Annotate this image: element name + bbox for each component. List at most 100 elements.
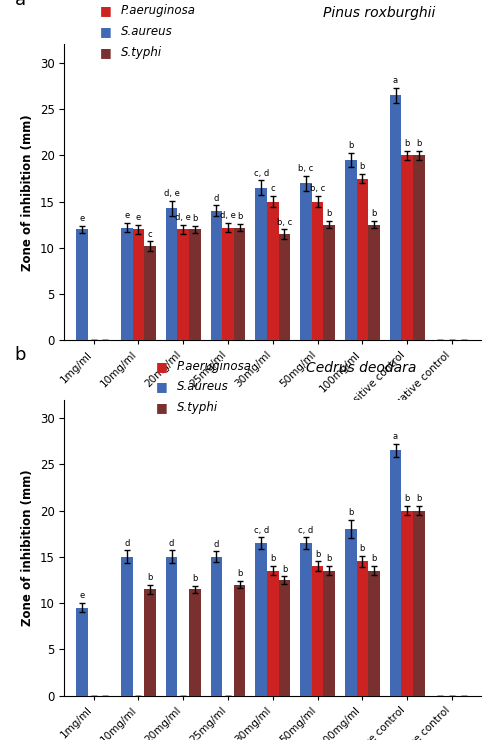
Text: b: b — [237, 212, 243, 221]
Text: c, d: c, d — [253, 525, 269, 534]
Bar — [279, 234, 290, 340]
Bar — [368, 225, 380, 340]
Text: d: d — [214, 194, 219, 203]
Bar — [390, 451, 401, 696]
Text: d: d — [124, 539, 129, 548]
Text: b: b — [270, 554, 275, 563]
Text: c: c — [270, 184, 275, 193]
Bar — [144, 589, 156, 696]
Bar — [357, 178, 368, 340]
Text: Cedrus deodara: Cedrus deodara — [306, 361, 417, 375]
Bar — [300, 543, 312, 696]
Bar — [401, 155, 413, 340]
Bar — [234, 227, 246, 340]
Text: S.typhi: S.typhi — [177, 401, 218, 414]
Text: b, c: b, c — [310, 184, 325, 193]
Text: ■: ■ — [156, 360, 168, 373]
Text: a: a — [393, 76, 398, 85]
Text: b: b — [348, 141, 354, 149]
Text: a: a — [14, 0, 26, 9]
Bar — [166, 208, 178, 340]
Text: b: b — [192, 574, 197, 583]
Text: b: b — [282, 565, 287, 574]
Text: ■: ■ — [100, 46, 112, 59]
Text: b: b — [360, 544, 365, 553]
Bar — [189, 589, 201, 696]
Text: Pinus roxburghii: Pinus roxburghii — [323, 6, 435, 20]
Bar — [255, 543, 267, 696]
Text: b: b — [372, 554, 377, 563]
Bar — [401, 511, 413, 696]
Text: b: b — [372, 209, 377, 218]
Text: b: b — [192, 214, 197, 223]
Bar — [312, 566, 323, 696]
Bar — [368, 571, 380, 696]
Bar — [255, 188, 267, 340]
Bar — [210, 556, 222, 696]
Text: S.typhi: S.typhi — [121, 46, 162, 59]
Bar — [144, 246, 156, 340]
Bar — [121, 227, 132, 340]
Bar — [267, 201, 279, 340]
Bar — [345, 529, 357, 696]
Text: b: b — [405, 139, 410, 148]
Text: d, e: d, e — [164, 189, 180, 198]
Text: c: c — [148, 229, 152, 238]
Bar — [76, 608, 88, 696]
Text: e: e — [136, 213, 141, 222]
Bar — [279, 580, 290, 696]
Text: b, c: b, c — [277, 218, 292, 226]
Text: P.aeruginosa: P.aeruginosa — [177, 360, 252, 373]
Text: b: b — [326, 209, 332, 218]
Text: b: b — [405, 494, 410, 503]
Bar — [76, 229, 88, 340]
Bar — [267, 571, 279, 696]
Text: b, c: b, c — [298, 164, 313, 173]
Text: ■: ■ — [100, 4, 112, 18]
Y-axis label: Zone of inhibition (mm): Zone of inhibition (mm) — [21, 114, 34, 271]
Bar — [300, 183, 312, 340]
Bar — [312, 201, 323, 340]
Bar — [345, 160, 357, 340]
Text: b: b — [147, 573, 153, 582]
Bar — [413, 511, 425, 696]
Bar — [390, 95, 401, 340]
Bar — [121, 556, 132, 696]
Text: b: b — [315, 550, 320, 559]
Text: ■: ■ — [156, 401, 168, 414]
Text: S.aureus: S.aureus — [121, 25, 173, 38]
Bar — [166, 556, 178, 696]
Text: b: b — [237, 569, 243, 578]
Bar — [178, 229, 189, 340]
Bar — [210, 211, 222, 340]
Text: c, d: c, d — [298, 525, 313, 534]
Text: a: a — [393, 432, 398, 441]
Text: S.aureus: S.aureus — [177, 380, 229, 394]
Text: b: b — [416, 494, 422, 503]
Text: d: d — [214, 539, 219, 548]
Text: e: e — [124, 211, 129, 220]
Text: d, e: d, e — [175, 213, 191, 222]
Bar — [413, 155, 425, 340]
Y-axis label: Zone of inhibition (mm): Zone of inhibition (mm) — [21, 469, 34, 626]
Bar — [323, 571, 335, 696]
Text: ■: ■ — [156, 380, 168, 394]
Bar — [357, 562, 368, 696]
Bar — [132, 229, 144, 340]
Bar — [323, 225, 335, 340]
Text: b: b — [14, 346, 26, 364]
Text: b: b — [360, 162, 365, 171]
Text: b: b — [416, 139, 422, 148]
Bar — [234, 585, 246, 696]
Text: b: b — [326, 554, 332, 563]
Bar — [189, 229, 201, 340]
X-axis label: Concentration (Hexane extract): Concentration (Hexane extract) — [168, 423, 378, 436]
Text: ■: ■ — [100, 25, 112, 38]
Text: d: d — [169, 539, 174, 548]
Text: d, e: d, e — [220, 211, 236, 220]
Text: P.aeruginosa: P.aeruginosa — [121, 4, 196, 18]
Bar — [222, 227, 234, 340]
Text: e: e — [79, 214, 85, 223]
Text: b: b — [348, 508, 354, 517]
Text: c, d: c, d — [253, 169, 269, 178]
